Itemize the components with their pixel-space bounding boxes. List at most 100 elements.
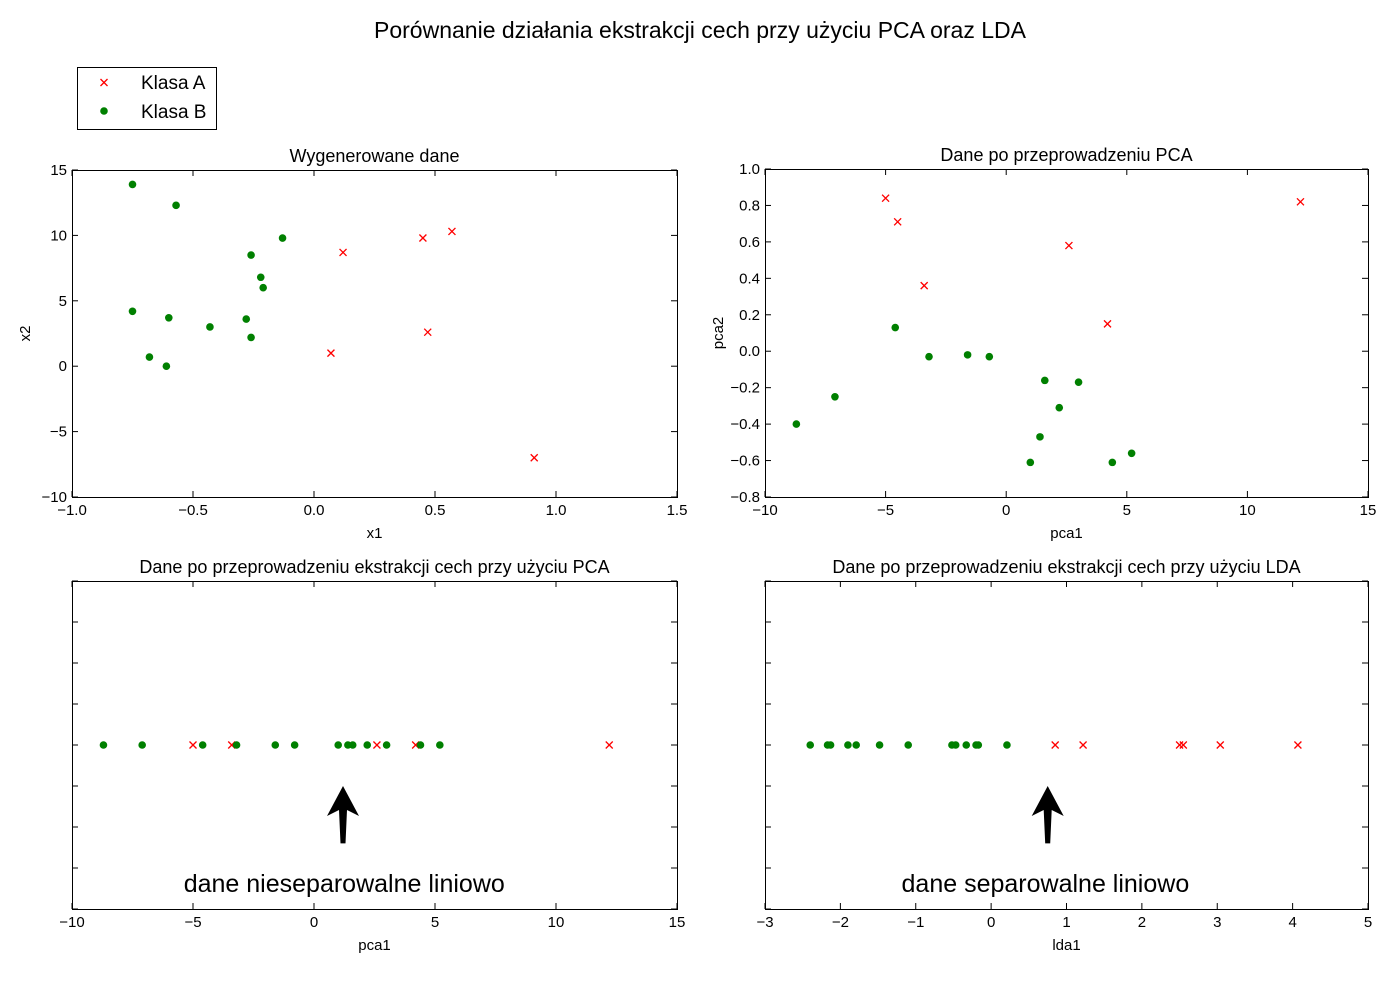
point-klasa-b [382,741,391,749]
legend-label-klasa-b: Klasa B [141,102,206,123]
chart-title: Wygenerowane dane [290,146,460,166]
point-klasa-a [189,741,197,749]
point-klasa-b [271,741,280,749]
x-tick-label: 1 [1062,914,1070,931]
point-klasa-b [172,201,180,210]
plot-frame [765,169,1369,498]
x-tick-label: −10 [752,502,777,519]
y-tick-label: 0.4 [739,270,760,287]
point-klasa-b [256,273,265,282]
x-tick-label: 4 [1288,914,1296,931]
x-tick-label: −1.0 [57,502,87,519]
y-tick-label: 0.2 [739,307,760,324]
point-klasa-b [436,741,444,749]
x-tick-label: −5 [184,914,201,931]
x-tick-label: −0.5 [178,502,208,519]
plot-frame [72,581,678,910]
point-klasa-a [423,328,432,337]
y-axis-label: pca2 [710,317,727,350]
point-klasa-a [1103,319,1112,328]
x-axis-label: x1 [367,525,383,542]
point-klasa-b [904,741,913,749]
x-tick-label: 15 [669,914,686,931]
point-klasa-b [247,251,255,259]
point-klasa-a [372,741,381,749]
point-klasa-b [891,323,900,332]
x-tick-label: −2 [832,914,849,931]
point-klasa-b [290,741,299,749]
point-klasa-b [242,315,251,323]
x-tick-label: −10 [59,914,84,931]
y-tick-label: −0.4 [730,416,760,433]
point-klasa-b [138,741,146,749]
y-tick-label: 0.0 [739,343,760,360]
x-tick-label: 0.5 [425,502,446,519]
point-klasa-b [1036,433,1044,441]
x-tick-label: 1.5 [667,502,688,519]
point-klasa-a [605,741,614,749]
point-klasa-a [920,281,929,290]
point-klasa-b [826,741,835,749]
x-tick-label: 10 [548,914,565,931]
x-axis-label: lda1 [1052,937,1080,954]
y-tick-label: 0.6 [739,234,760,251]
point-klasa-a [893,217,902,226]
point-klasa-b [348,741,357,749]
point-klasa-b [925,352,933,361]
arrow-up-icon [327,786,359,844]
point-klasa-a [447,227,456,236]
y-tick-label: 5 [59,293,67,310]
point-klasa-b [232,741,241,749]
point-klasa-b [792,420,801,428]
point-klasa-a [326,349,335,358]
x-tick-label: 15 [1360,502,1377,519]
x-axis-label: pca1 [358,937,391,954]
legend-marker-klasa-b [100,107,108,115]
point-klasa-a [1079,741,1088,749]
x-tick-label: 2 [1138,914,1146,931]
point-klasa-b [962,741,971,749]
y-tick-label: 0.8 [739,197,760,214]
point-klasa-a [881,194,890,203]
legend-marker-klasa-a [100,78,108,87]
point-klasa-b [974,741,983,749]
point-klasa-b [1026,458,1035,467]
x-tick-label: −5 [877,502,894,519]
point-klasa-b [206,323,214,331]
point-klasa-b [1074,378,1083,387]
x-tick-label: 3 [1213,914,1221,931]
point-klasa-a [418,234,427,242]
y-tick-label: 0 [59,358,67,375]
y-tick-label: 1.0 [739,161,760,178]
x-tick-label: 5 [431,914,439,931]
x-tick-label: −1 [907,914,924,931]
legend: Klasa A Klasa B [77,67,217,130]
point-klasa-b [1040,376,1049,385]
x-tick-label: 5 [1364,914,1372,931]
x-tick-label: −3 [756,914,773,931]
point-klasa-b [363,741,372,749]
y-tick-label: 15 [50,162,67,179]
point-klasa-a [339,248,347,257]
point-klasa-a [1179,741,1188,749]
chart-pca-2d: Dane po przeprowadzeniu PCA −10 −5 0 5 10 15 −0… [710,145,1376,542]
point-klasa-b [128,180,137,189]
legend-frame [77,67,217,130]
point-klasa-b [416,741,425,749]
point-klasa-b [278,234,287,242]
x-tick-label: 0 [310,914,318,931]
point-klasa-b [145,353,154,361]
point-klasa-b [128,307,137,316]
x-tick-label: 0 [1002,502,1010,519]
x-axis-label: pca1 [1050,525,1083,542]
point-klasa-b [806,741,815,749]
y-tick-label: −0.6 [730,453,760,470]
point-klasa-b [165,314,173,322]
point-klasa-b [1055,403,1064,412]
point-klasa-b [844,741,852,749]
legend-label-klasa-a: Klasa A [141,73,206,94]
y-axis-label: x2 [17,326,34,342]
point-klasa-b [831,392,839,401]
point-klasa-b [951,741,960,749]
